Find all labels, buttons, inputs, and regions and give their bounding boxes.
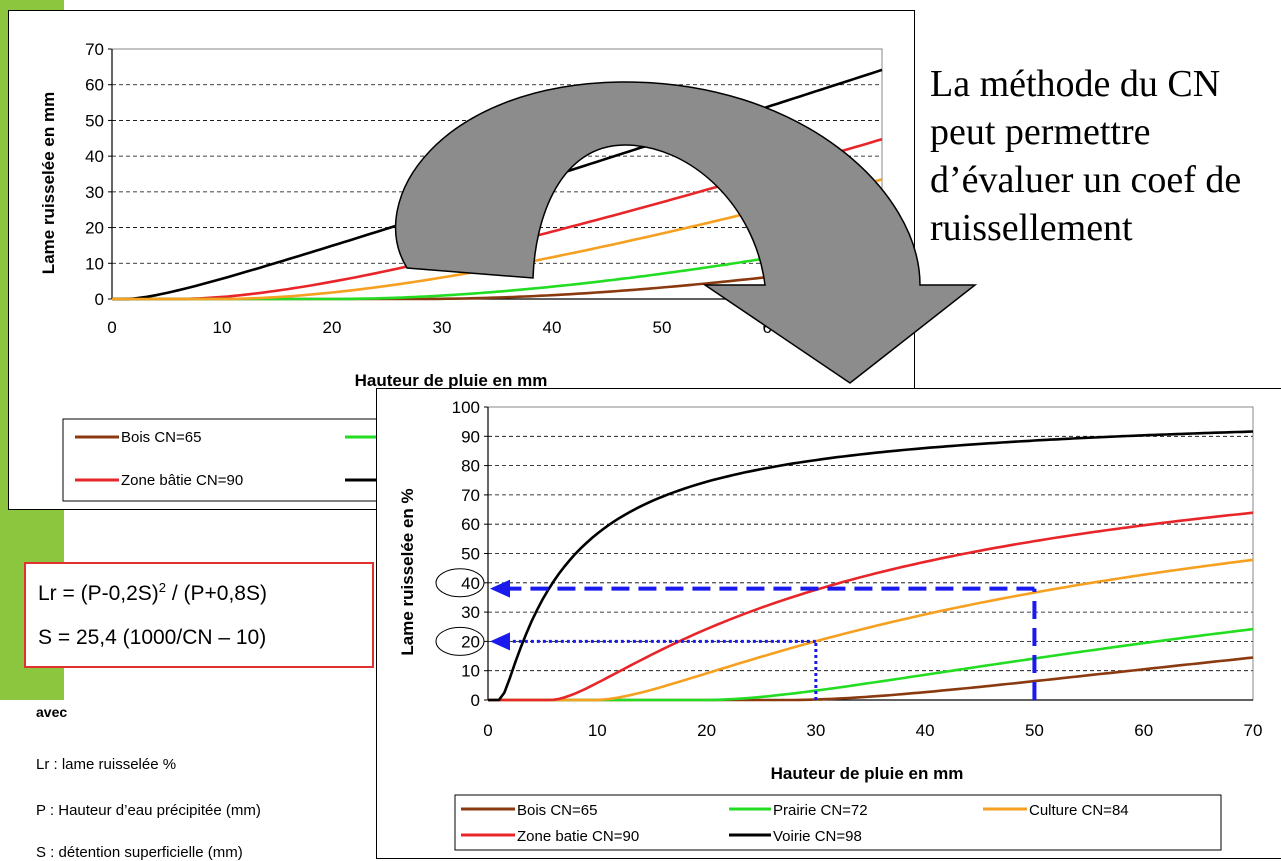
legend2-label-zone-batie: Zone batie CN=90 [517,828,639,845]
x-tick-label: 40 [543,318,562,337]
y-tick-label: 60 [85,76,104,95]
y-tick-label: 20 [85,219,104,238]
note-item-lr: Lr : lame ruisselée % [36,756,177,773]
notes-heading: avec [36,704,68,720]
chart-1-series [112,68,883,301]
chart-2-y-axis-label: Lame ruisselée en % [398,488,417,655]
x-tick-label: 30 [433,318,452,337]
y-tick-label: 10 [85,254,104,273]
formula-exponent: 2 [158,580,167,595]
x-tick-label: 70 [1244,721,1263,740]
y-tick-label: 100 [452,398,480,417]
legend-label-bois: Bois CN=65 [121,429,201,446]
y-tick-label: 20 [461,632,480,651]
y-tick-label: 40 [461,574,480,593]
series-line-cn90 [112,137,883,301]
chart-2-y-ticks: 0 10 20 30 40 50 60 70 80 90 100 [452,398,480,710]
chart-1-y-ticks: 0 10 20 30 40 50 60 70 [85,40,104,309]
y-tick-label: 30 [85,183,104,202]
series-line-cn90 [488,511,1254,702]
chart-2: 0 10 20 30 40 50 60 70 80 90 100 0 10 20 30 40 50 60 70 L… [398,398,1262,851]
x-tick-label: 20 [697,721,716,740]
series-line-cn72 [488,627,1254,702]
y-tick-label: 30 [461,603,480,622]
legend2-label-bois: Bois CN=65 [517,802,597,819]
chart-2-panel: 0 10 20 30 40 50 60 70 80 90 100 0 10 20 30 40 50 60 70 L… [376,388,1281,859]
legend2-label-voirie: Voirie CN=98 [773,828,862,845]
circled-y-label [435,626,485,656]
y-tick-label: 70 [461,486,480,505]
chart-1-y-axis-label: Lame ruisselée en mm [39,92,58,274]
chart-2-x-ticks: 0 10 20 30 40 50 60 70 [483,721,1262,740]
y-tick-label: 40 [85,147,104,166]
chart-2-annotations [435,568,1037,700]
x-tick-label: 30 [806,721,825,740]
x-tick-label: 60 [763,318,782,337]
y-tick-label: 10 [461,662,480,681]
note-item-s: S : détention superficielle (mm) [36,844,243,861]
guide-arrowhead [490,632,510,651]
x-tick-label: 0 [483,721,492,740]
formula-box: Lr = (P-0,2S)2 / (P+0,8S) S = 25,4 (1000… [24,562,374,668]
y-tick-label: 50 [85,111,104,130]
chart-2-x-axis-label: Hauteur de pluie en mm [771,764,964,783]
x-tick-label: 10 [588,721,607,740]
formula-line-1-b: / (P+0,8S) [166,582,267,605]
x-tick-label: 50 [653,318,672,337]
guide-arrowhead [490,579,510,598]
y-tick-label: 0 [471,691,480,710]
x-tick-label: 10 [213,318,232,337]
chart-1-legend-box [62,418,424,502]
y-tick-label: 50 [461,545,480,564]
chart-2-legend: Bois CN=65 Zone batie CN=90 Prairie CN=7… [454,794,1222,851]
x-tick-label: 20 [323,318,342,337]
legend-label-zone-batie: Zone bâtie CN=90 [121,472,243,489]
series-line-cn84 [112,178,883,301]
formula-line-1: Lr = (P-0,2S)2 / (P+0,8S) [38,580,267,606]
legend2-label-culture: Culture CN=84 [1029,802,1129,819]
x-tick-label: 0 [107,318,116,337]
series-line-cn98 [112,68,883,301]
circled-y-label [435,568,485,598]
y-tick-label: 90 [461,427,480,446]
series-line-cn84 [488,558,1254,702]
chart-2-legend-box [454,794,1222,851]
x-tick-label: 40 [916,721,935,740]
chart-2-grid [484,406,1254,701]
formula-line-2: S = 25,4 (1000/CN – 10) [38,626,267,649]
chart-2-series [488,430,1254,702]
y-tick-label: 70 [85,40,104,59]
y-tick-label: 0 [95,290,104,309]
y-tick-label: 80 [461,457,480,476]
x-tick-label: 50 [1025,721,1044,740]
chart-1-legend: Bois CN=65 Zone bâtie CN=90 [62,418,424,502]
formula-line-1-a: Lr = (P-0,2S) [38,582,159,605]
side-text: La méthode du CN peut permettre d’évalue… [930,63,1242,249]
legend2-label-prairie: Prairie CN=72 [773,802,868,819]
x-tick-label: 60 [1134,721,1153,740]
chart-1-x-ticks: 0 10 20 30 40 50 60 [107,318,781,337]
y-tick-label: 60 [461,515,480,534]
series-line-cn98 [488,430,1254,702]
note-item-p: P : Hauteur d’eau précipitée (mm) [36,802,261,819]
